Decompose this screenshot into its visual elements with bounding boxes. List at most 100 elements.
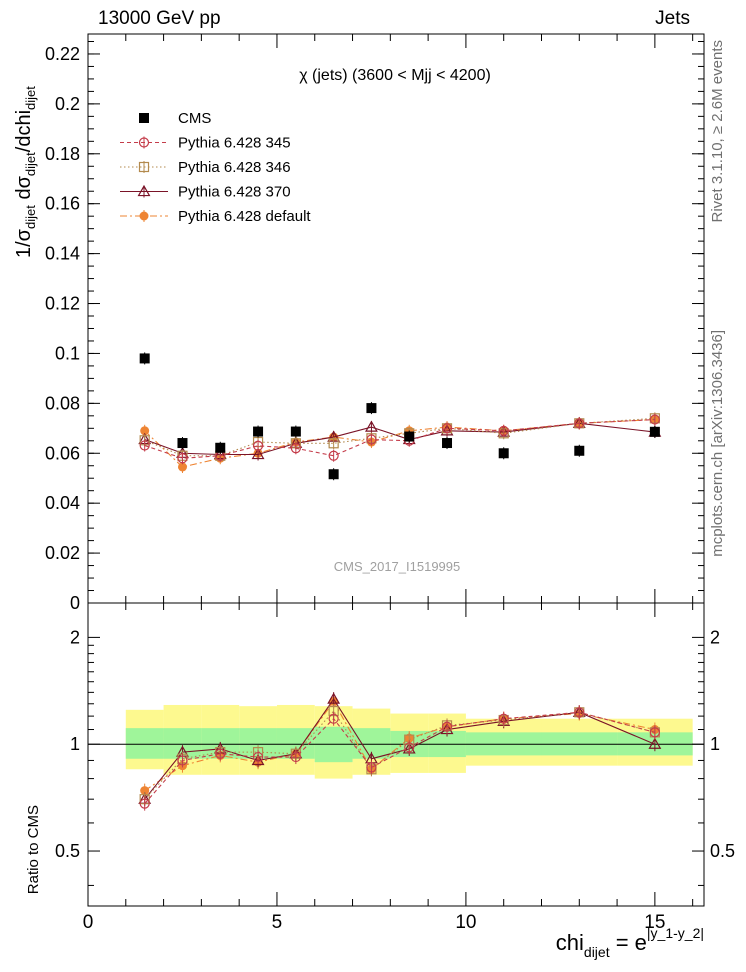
- data-point: [366, 403, 377, 414]
- ratio-series-line: [144, 711, 656, 805]
- ratio-series-line: [144, 710, 656, 800]
- ratio-series-pythia-6-428-345: [139, 705, 660, 811]
- legend-marker: [138, 137, 150, 148]
- data-point: [251, 447, 265, 460]
- data-point: [177, 453, 188, 464]
- data-point: [290, 443, 301, 454]
- axes-frame: [87, 602, 705, 907]
- data-point: [404, 431, 415, 442]
- x-axis-label: chidijet = e|y_1-y_2|: [556, 925, 704, 960]
- ratio-series-line: [144, 698, 656, 800]
- ratio-data-point: [290, 751, 301, 763]
- y-tick-label: 0.04: [45, 493, 80, 513]
- legend-entry: Pythia 6.428 345: [120, 135, 291, 152]
- main-plot-area: [88, 34, 704, 603]
- y-tick-label: 0.02: [45, 543, 80, 563]
- y-tick-label-right: 0.5: [710, 841, 735, 861]
- data-point: [177, 462, 187, 472]
- mcplots-label: mcplots.cern.ch [arXiv:1306.3436]: [709, 330, 726, 557]
- y-tick-label: 0.08: [45, 393, 80, 413]
- header-process-label: Jets: [655, 8, 690, 29]
- legend-entry: Pythia 6.428 default: [120, 208, 311, 225]
- data-point: [366, 434, 377, 445]
- legend-label: Pythia 6.428 345: [178, 135, 291, 152]
- data-point: [328, 469, 339, 480]
- data-point: [328, 450, 339, 461]
- ratio-data-point: [140, 786, 150, 796]
- main-plot-background: [88, 34, 704, 603]
- y-tick-label: 0.5: [55, 841, 80, 861]
- data-point: [649, 414, 660, 425]
- legend-entry: Pythia 6.428 370: [120, 184, 291, 201]
- series-pythia-6-428-345: [139, 413, 660, 465]
- data-point: [215, 442, 226, 453]
- x-tick-label: 5: [272, 912, 283, 933]
- data-point: [328, 438, 339, 449]
- ratio-data-point: [441, 721, 453, 732]
- ratio-panel: 0.5 1 2 0 5 10 15 0.5 1 2 Ratio to CMS: [25, 602, 735, 933]
- legend-label: CMS: [178, 110, 211, 127]
- y-tick-label-right: 2: [710, 627, 720, 647]
- xlabel-sub: dijet: [584, 944, 610, 960]
- main-axes: 0 0.02 0.04 0.06 0.08 0.1 0.12 0.14 0.16 0.18 0.2 0…: [45, 33, 705, 613]
- legend-label: Pythia 6.428 346: [178, 159, 291, 176]
- y-tick-label: 0.2: [55, 94, 80, 114]
- data-point: [253, 426, 264, 437]
- ylabel-end: /dchi: [13, 110, 35, 152]
- data-point: [442, 438, 453, 449]
- y-tick-label: 0.12: [45, 294, 80, 314]
- data-point: [574, 418, 585, 429]
- ratio-data-point: [498, 713, 509, 724]
- data-point: [574, 445, 585, 456]
- ylabel-sub-1: dijet: [23, 205, 38, 229]
- y-tick-label: 0.1: [55, 343, 80, 363]
- ratio-series-group: [138, 692, 662, 811]
- ratio-data-point: [251, 753, 265, 766]
- data-point: [440, 424, 454, 436]
- ratio-data-point: [215, 748, 226, 759]
- y-tick-label: 2: [70, 627, 80, 647]
- ratio-data-point: [327, 692, 341, 704]
- ratio-axes: 0.5 1 2 0 5 10 15 0.5 1 2: [55, 602, 735, 933]
- y-tick-label: 0.06: [45, 443, 80, 463]
- header-energy-label: 13000 GeV pp: [98, 8, 221, 29]
- chart-title: χ (jets) (3600 < Mjj < 4200): [299, 67, 491, 84]
- y-tick-label: 0.14: [45, 244, 80, 264]
- legend-marker: [139, 211, 149, 221]
- main-series-group: [138, 352, 662, 481]
- ratio-series-line: [144, 700, 655, 792]
- main-panel: 0 0.02 0.04 0.06 0.08 0.1 0.12 0.14 0.16 0.18 0.2 0…: [13, 33, 705, 613]
- y-tick-label: 0.22: [45, 44, 80, 64]
- data-point: [139, 440, 150, 451]
- legend-marker: [137, 184, 151, 197]
- legend-label: Pythia 6.428 370: [178, 184, 291, 201]
- legend: CMS Pythia 6.428 345 Pythia 6.428 346 Pythi…: [120, 110, 311, 225]
- data-point: [441, 423, 453, 434]
- analysis-watermark: CMS_2017_I1519995: [334, 559, 461, 574]
- ratio-data-point: [139, 798, 150, 809]
- ratio-data-point: [648, 737, 662, 749]
- ratio-data-point: [328, 713, 339, 724]
- data-point: [140, 426, 150, 436]
- xlabel-main: chi: [556, 930, 584, 955]
- series-cms: [139, 352, 660, 481]
- data-point: [498, 425, 509, 436]
- ratio-y-axis-label: Ratio to CMS: [25, 805, 42, 894]
- legend-marker: [139, 113, 149, 123]
- ratio-data-point: [574, 707, 585, 718]
- data-point: [649, 426, 660, 437]
- series-line: [144, 419, 655, 459]
- data-point: [252, 440, 264, 451]
- ylabel-sub-3: dijet: [23, 86, 38, 110]
- y-tick-label: 0.16: [45, 194, 80, 214]
- y-tick-label: 0: [70, 593, 80, 613]
- y-tick-label: 1: [70, 734, 80, 754]
- x-tick-label: 10: [455, 912, 476, 933]
- x-tick-label: 0: [83, 912, 94, 933]
- rivet-version-label: Rivet 3.1.10, ≥ 2.6M events: [709, 40, 726, 223]
- ylabel-main: 1/σ: [13, 228, 35, 258]
- y-tick-label-right: 1: [710, 734, 720, 754]
- series-line: [144, 422, 655, 456]
- ratio-data-point: [649, 727, 660, 738]
